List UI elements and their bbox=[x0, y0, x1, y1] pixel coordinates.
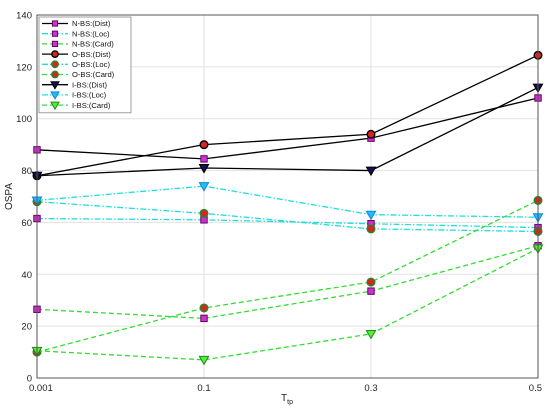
series-O-BS:(Dist) bbox=[32, 50, 543, 181]
data-point bbox=[366, 224, 376, 234]
data-point bbox=[198, 164, 210, 174]
series-line bbox=[36, 87, 539, 177]
data-point bbox=[366, 277, 376, 287]
legend-label: I-BS:(Dist) bbox=[72, 80, 107, 89]
legend-label: O-BS:(Loc) bbox=[72, 60, 110, 69]
data-point bbox=[199, 303, 209, 313]
data-point bbox=[200, 314, 208, 323]
legend-marker bbox=[50, 81, 60, 90]
y-tick-label: 40 bbox=[21, 270, 32, 281]
data-point bbox=[365, 166, 377, 177]
legend-marker bbox=[51, 40, 59, 47]
series-line bbox=[36, 54, 539, 177]
data-point bbox=[367, 287, 375, 295]
legend-marker bbox=[51, 70, 59, 79]
data-point bbox=[366, 129, 376, 139]
legend-label: O-BS:(Card) bbox=[72, 70, 115, 79]
data-point bbox=[198, 182, 210, 192]
data-point bbox=[198, 355, 210, 366]
legend-item: N-BS:(Card) bbox=[42, 40, 114, 49]
series-line bbox=[36, 185, 539, 218]
legend-item: I-BS:(Card) bbox=[42, 101, 111, 111]
data-point bbox=[199, 208, 209, 218]
x-axis-label-main: T bbox=[281, 393, 287, 404]
y-tick-label: 120 bbox=[16, 62, 32, 73]
y-tick-label: 20 bbox=[21, 322, 32, 333]
y-tick-label: 60 bbox=[21, 218, 32, 229]
legend-item: O-BS:(Card) bbox=[42, 70, 115, 79]
data-point bbox=[199, 140, 209, 150]
y-axis-label: OSPA bbox=[4, 183, 15, 210]
legend-item: N-BS:(Loc) bbox=[42, 29, 110, 38]
legend-marker bbox=[51, 20, 59, 27]
y-tick-label: 140 bbox=[16, 11, 32, 22]
y-tick-label: 0 bbox=[27, 374, 32, 385]
plot-frame bbox=[36, 14, 539, 379]
data-point bbox=[200, 155, 208, 163]
y-tick-label: 80 bbox=[21, 166, 32, 177]
data-point bbox=[365, 210, 377, 221]
x-tick-label: 0.001 bbox=[29, 383, 53, 394]
series-line bbox=[36, 201, 539, 233]
series-line bbox=[36, 245, 539, 320]
series-line bbox=[36, 97, 539, 160]
series-line bbox=[36, 247, 539, 361]
legend-label: I-BS:(Loc) bbox=[72, 91, 107, 100]
x-axis-label-subscript: tp bbox=[287, 399, 293, 406]
legend-item: O-BS:(Dist) bbox=[42, 50, 111, 59]
legend-label: N-BS:(Loc) bbox=[72, 29, 110, 38]
legend-label: O-BS:(Dist) bbox=[72, 50, 111, 59]
legend-marker bbox=[51, 60, 59, 69]
legend-label: N-BS:(Dist) bbox=[72, 19, 111, 28]
legend-item: O-BS:(Loc) bbox=[42, 60, 110, 69]
legend-item: I-BS:(Dist) bbox=[42, 80, 107, 90]
legend-item: N-BS:(Dist) bbox=[42, 19, 111, 28]
series-line bbox=[36, 199, 539, 353]
legend-marker bbox=[50, 101, 60, 111]
data-point bbox=[365, 329, 377, 340]
legend-label: I-BS:(Card) bbox=[72, 101, 111, 110]
legend-marker bbox=[50, 91, 60, 100]
legend-label: N-BS:(Card) bbox=[72, 40, 114, 49]
x-tick-label: 0.3 bbox=[364, 383, 377, 394]
series-lines bbox=[31, 50, 544, 366]
legend-marker bbox=[51, 50, 59, 58]
series-line bbox=[36, 217, 539, 229]
x-tick-label: 0.1 bbox=[197, 383, 210, 394]
x-axis-label: Ttp bbox=[281, 393, 293, 406]
x-tick-label: 0.5 bbox=[529, 383, 542, 394]
tick-labels: 0 20 40 60 80 100 120 140 0.001 0.1 0.3 0.5 bbox=[16, 11, 542, 395]
y-tick-label: 100 bbox=[16, 114, 32, 125]
legend: N-BS:(Dist)N-BS:(Loc) N-BS:(Card)O-BS:(Di… bbox=[38, 16, 132, 114]
legend-item: I-BS:(Loc) bbox=[42, 91, 107, 100]
legend-marker bbox=[51, 30, 59, 37]
